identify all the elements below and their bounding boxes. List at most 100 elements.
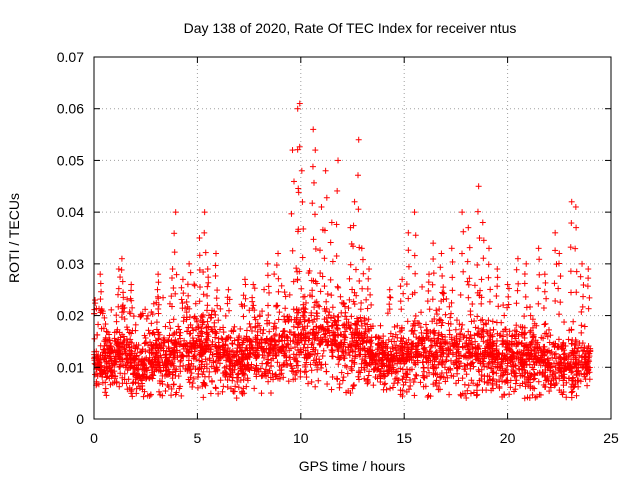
data-point [328,386,335,393]
data-point [222,336,229,343]
data-point [551,343,558,350]
data-point [259,360,266,367]
data-point [359,335,366,342]
data-point [556,311,563,318]
data-point [299,323,306,330]
data-point [469,300,476,307]
data-point [317,288,324,295]
data-point [328,292,335,299]
data-point [425,333,432,340]
data-point [412,312,419,319]
data-point [254,352,261,359]
data-point [332,333,339,340]
data-point [189,335,196,342]
data-point [310,236,317,243]
data-point [442,333,449,340]
data-point [504,304,511,311]
data-point [558,344,565,351]
data-point [437,264,444,271]
data-point [102,370,109,377]
data-point [104,329,111,336]
data-point [464,258,471,265]
data-point [189,383,196,390]
data-point [290,331,297,338]
data-point [149,371,156,378]
data-point [162,372,169,379]
data-point [309,348,316,355]
data-point [322,336,329,343]
data-point [548,377,555,384]
data-point [252,365,259,372]
data-point [459,390,466,397]
data-point [578,344,585,351]
data-point [155,336,162,343]
data-point [140,393,147,400]
data-point [513,322,520,329]
data-point [226,362,233,369]
data-point-spike [535,245,542,252]
data-point [454,365,461,372]
data-point [417,379,424,386]
data-point [200,311,207,318]
data-point [582,360,589,367]
data-point [448,336,455,343]
data-point [502,369,509,376]
data-point [155,359,162,366]
data-point [286,329,293,336]
data-point [133,341,140,348]
data-point-spike [118,255,125,262]
data-point [452,326,459,333]
data-point [353,322,360,329]
data-point [461,353,468,360]
data-point [272,347,279,354]
data-point [377,378,384,385]
data-point [457,360,464,367]
data-point [93,355,100,362]
data-point [190,340,197,347]
data-point [485,261,492,268]
data-point [465,355,472,362]
data-point [120,289,127,296]
data-point-spike [296,100,303,107]
data-point [549,354,556,361]
data-point [431,327,438,334]
data-point [136,373,143,380]
data-point [475,355,482,362]
data-point [133,374,140,381]
data-point [471,282,478,289]
data-point [347,261,354,268]
data-point [342,313,349,320]
data-point [464,278,471,285]
data-point [132,321,139,328]
data-point [203,329,210,336]
data-point [474,261,481,268]
data-point [186,379,193,386]
data-point [469,359,476,366]
data-point [365,326,372,333]
data-point [419,334,426,341]
data-point [438,343,445,350]
data-point [551,280,558,287]
data-point [196,298,203,305]
data-point [297,373,304,380]
data-point [126,329,133,336]
data-point [110,361,117,368]
data-point [339,322,346,329]
plot-frame [93,56,612,420]
data-point [573,224,580,231]
data-point [196,357,203,364]
data-point [145,357,152,364]
data-point [249,327,256,334]
data-point [382,380,389,387]
data-point [560,340,567,347]
data-point [522,383,529,390]
data-point [334,314,341,321]
data-point [501,392,508,399]
data-point [358,322,365,329]
data-point-spike [294,105,301,112]
x-tick-label: 15 [396,430,412,446]
data-point [361,320,368,327]
data-point [95,361,102,368]
data-point [351,334,358,341]
